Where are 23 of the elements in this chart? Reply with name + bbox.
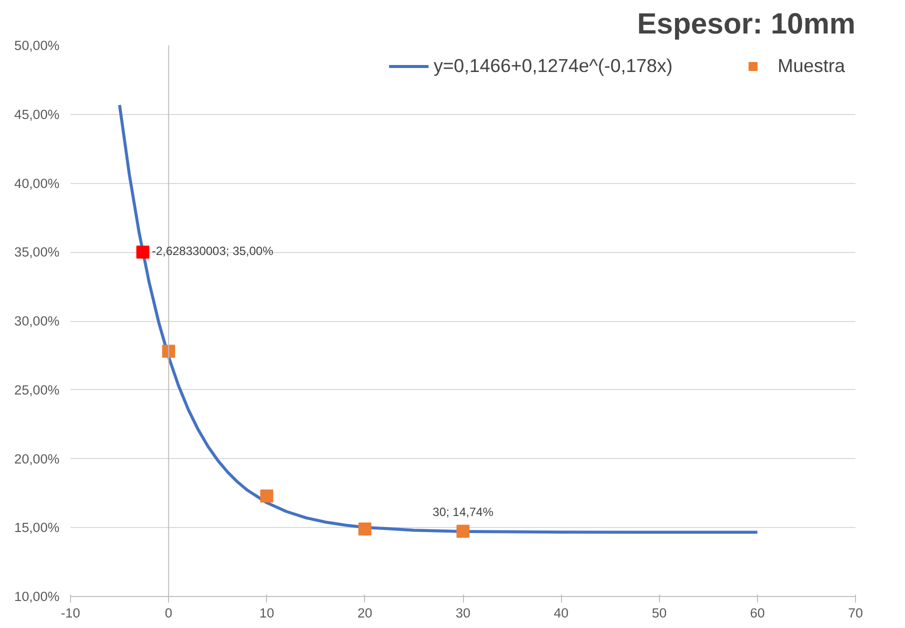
x-tick-label: 30: [456, 606, 470, 620]
annotation: 30; 14,74%: [432, 505, 494, 520]
y-tick-label: 50,00%: [14, 38, 60, 53]
x-tick-label: 70: [848, 606, 863, 620]
y-tick-label: 40,00%: [14, 176, 60, 191]
y-tick-label: 10,00%: [14, 589, 60, 604]
legend-label: Muestra: [778, 55, 845, 77]
chart-title: Espesor: 10mm: [637, 8, 856, 40]
y-tick-label: 35,00%: [14, 244, 60, 260]
y-tick-label: 45,00%: [14, 106, 60, 122]
x-tick-label: 50: [652, 606, 667, 620]
legend-label: y=0,1466+0,1274e^(-0,178x): [434, 55, 673, 77]
annotation: -2,628330003; 35,00%: [152, 244, 274, 258]
y-tick-label: 30,00%: [14, 314, 60, 328]
x-tick-label: 20: [357, 606, 372, 620]
x-tick-label: 40: [554, 606, 569, 620]
y-tick-label: 20,00%: [14, 451, 60, 466]
x-tick-label: 60: [750, 606, 765, 620]
y-tick-label: 15,00%: [14, 520, 60, 536]
x-tick-label: -10: [60, 606, 80, 620]
x-tick-label: 10: [259, 606, 274, 620]
y-tick-label: 25,00%: [14, 382, 60, 398]
x-tick-label: 0: [164, 606, 172, 620]
